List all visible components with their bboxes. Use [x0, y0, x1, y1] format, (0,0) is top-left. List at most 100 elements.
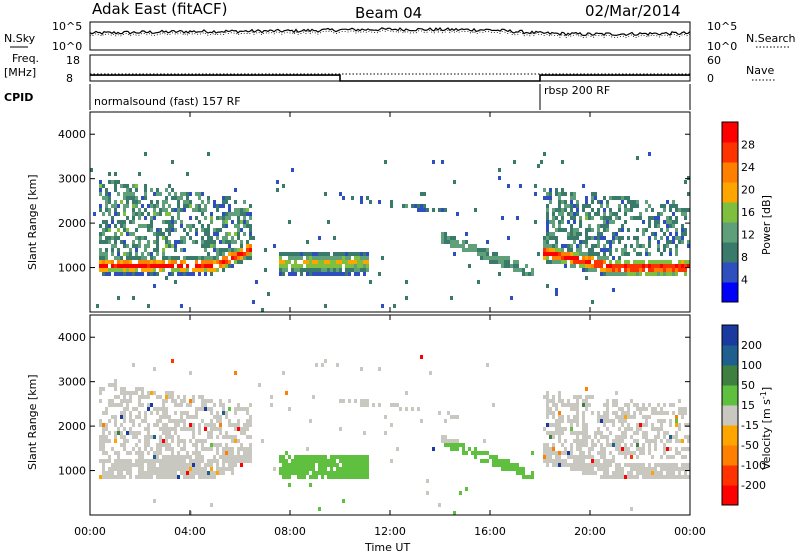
heatmap-cell [351, 475, 354, 479]
heatmap-cell [258, 383, 261, 387]
heatmap-cell [552, 236, 555, 240]
nsky-tick-bottom: 10^0 [52, 40, 82, 53]
heatmap-cell [576, 212, 579, 216]
heatmap-cell [615, 467, 618, 471]
heatmap-cell [669, 403, 672, 407]
heatmap-cell [102, 411, 105, 415]
heatmap-cell [129, 220, 132, 224]
x-axis: 00:00 04:00 08:00 12:00 16:00 20:00 00:00 [74, 112, 706, 538]
heatmap-cell [138, 236, 141, 240]
heatmap-cell [288, 260, 291, 264]
heatmap-cell [636, 407, 639, 411]
heatmap-cell [165, 276, 168, 280]
velocity-colorbar-label-main: Velocity [m s [760, 399, 773, 470]
heatmap-cell [243, 459, 246, 463]
heatmap-cell [666, 475, 669, 479]
heatmap-cell [633, 439, 636, 443]
heatmap-cell [507, 236, 510, 240]
heatmap-cell [579, 248, 582, 252]
heatmap-cell [129, 248, 132, 252]
heatmap-cell [135, 236, 138, 240]
heatmap-cell [129, 232, 132, 236]
heatmap-cell [123, 463, 126, 467]
heatmap-cell [675, 228, 678, 232]
heatmap-cell [603, 475, 606, 479]
heatmap-cell [609, 196, 612, 200]
heatmap-cell [666, 220, 669, 224]
heatmap-cell [651, 208, 654, 212]
heatmap-cell [579, 244, 582, 248]
heatmap-cell [246, 252, 249, 256]
heatmap-cell [201, 212, 204, 216]
heatmap-cell [642, 244, 645, 248]
heatmap-cell [612, 403, 615, 407]
heatmap-cell [117, 260, 120, 264]
heatmap-cell [198, 264, 201, 268]
heatmap-cell [123, 224, 126, 228]
heatmap-cell [144, 419, 147, 423]
heatmap-cell [531, 475, 534, 479]
heatmap-cell [549, 244, 552, 248]
heatmap-cell [219, 427, 222, 431]
heatmap-cell [282, 264, 285, 268]
heatmap-cell [225, 455, 228, 459]
heatmap-cell [225, 256, 228, 260]
heatmap-cell [246, 455, 249, 459]
heatmap-cell [129, 475, 132, 479]
heatmap-cell [417, 407, 420, 411]
heatmap-cell [231, 256, 234, 260]
heatmap-cell [576, 459, 579, 463]
heatmap-cell [120, 471, 123, 475]
heatmap-cell [99, 447, 102, 451]
heatmap-cell [360, 264, 363, 268]
heatmap-cell [123, 268, 126, 272]
heatmap-cell [111, 216, 114, 220]
heatmap-cell [183, 447, 186, 451]
heatmap-cell [561, 427, 564, 431]
heatmap-cell [105, 252, 108, 256]
heatmap-cell [210, 244, 213, 248]
heatmap-cell [180, 272, 183, 276]
heatmap-cell [156, 188, 159, 192]
velocity-ylabel: Slant Range [km] [26, 374, 39, 470]
heatmap-cell [243, 208, 246, 212]
heatmap-cell [459, 443, 462, 447]
heatmap-cell [201, 244, 204, 248]
power-colorbar-swatch [722, 122, 738, 143]
heatmap-cell [468, 447, 471, 451]
heatmap-cell [300, 264, 303, 268]
heatmap-cell [222, 204, 225, 208]
heatmap-cell [615, 232, 618, 236]
heatmap-cell [126, 228, 129, 232]
heatmap-cell [657, 224, 660, 228]
heatmap-cell [639, 423, 642, 427]
heatmap-cell [555, 216, 558, 220]
heatmap-cell [192, 435, 195, 439]
heatmap-cell [654, 475, 657, 479]
heatmap-cell [642, 463, 645, 467]
heatmap-cell [153, 268, 156, 272]
heatmap-cell [108, 228, 111, 232]
heatmap-cell [228, 244, 231, 248]
heatmap-cell [648, 463, 651, 467]
heatmap-cell [132, 244, 135, 248]
heatmap-cell [219, 228, 222, 232]
heatmap-cell [120, 387, 123, 391]
heatmap-cell [153, 455, 156, 459]
heatmap-cell [249, 224, 252, 228]
velocity-colorbar-tick: -100 [741, 459, 766, 472]
heatmap-cell [99, 435, 102, 439]
heatmap-cell [645, 208, 648, 212]
heatmap-cell [441, 236, 444, 240]
heatmap-cell [153, 248, 156, 252]
heatmap-cell [660, 467, 663, 471]
heatmap-cell [615, 196, 618, 200]
heatmap-cell [609, 216, 612, 220]
heatmap-cell [204, 403, 207, 407]
heatmap-cell [150, 220, 153, 224]
heatmap-cell [126, 471, 129, 475]
velocity-colorbar-swatch [722, 405, 738, 426]
heatmap-cell [351, 264, 354, 268]
heatmap-cell [180, 467, 183, 471]
heatmap-cell [210, 220, 213, 224]
